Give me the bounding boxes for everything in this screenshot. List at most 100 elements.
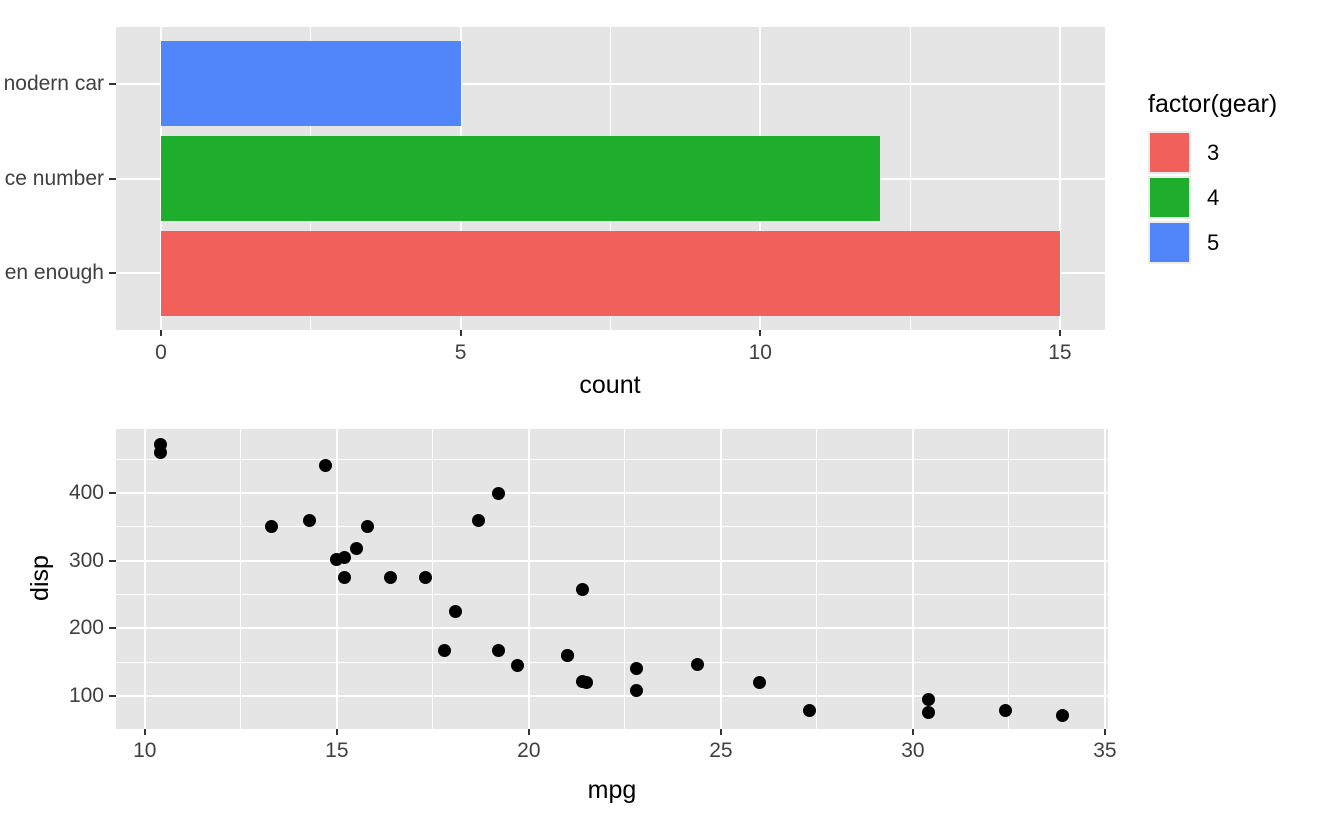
y-tick-mark (109, 694, 116, 697)
gridline-major-vertical (719, 429, 722, 729)
x-tick-mark (143, 729, 146, 735)
data-point (265, 520, 279, 534)
x-tick-label: 20 (517, 739, 541, 762)
data-point (752, 675, 766, 689)
y-tick-mark (109, 272, 116, 275)
data-point (303, 513, 317, 527)
y-category-label: en enough (4, 261, 104, 285)
data-point (998, 703, 1012, 717)
data-point (576, 675, 590, 689)
legend-key-swatch (1148, 176, 1191, 219)
x-tick-label: 25 (709, 739, 733, 762)
legend-item-label: 4 (1207, 184, 1220, 210)
x-tick-mark (719, 729, 722, 735)
y-tick-mark (109, 492, 116, 494)
x-tick-mark (527, 729, 530, 735)
data-point (349, 541, 363, 555)
legend-item-gear-5: 5 (1148, 221, 1277, 264)
data-point (437, 643, 451, 657)
legend-key-swatch (1148, 131, 1191, 174)
scatter-chart-panel (116, 429, 1108, 729)
data-point (472, 513, 486, 527)
gridline-minor-horizontal (116, 593, 1108, 595)
gridline-minor-vertical (1008, 429, 1010, 729)
data-point (802, 703, 816, 717)
x-tick-mark (759, 330, 762, 336)
legend-key-swatch (1148, 221, 1191, 264)
x-tick-label: 15 (325, 739, 349, 762)
scatter-y-axis-title: disp (26, 555, 54, 601)
data-point (560, 648, 574, 662)
data-point (921, 692, 935, 706)
legend-title: factor(gear) (1148, 90, 1278, 118)
gridline-major-vertical (911, 429, 914, 729)
gridline-major-horizontal (116, 492, 1108, 494)
x-tick-mark (459, 330, 462, 336)
data-point (318, 459, 332, 473)
legend-item-label: 3 (1207, 139, 1220, 165)
bar-chart-panel (116, 27, 1105, 330)
y-tick-mark (109, 177, 116, 180)
gridline-minor-vertical (432, 429, 434, 729)
x-tick-mark (160, 330, 162, 336)
data-point (510, 659, 524, 673)
data-point (449, 604, 463, 618)
data-point (153, 445, 167, 459)
gridline-minor-horizontal (116, 661, 1108, 663)
x-tick-mark (911, 729, 914, 735)
y-tick-mark (109, 627, 116, 630)
gridline-major-vertical (1058, 27, 1061, 330)
legend-item-label: 5 (1207, 229, 1220, 255)
x-tick-label: 0 (155, 341, 167, 364)
data-point (576, 582, 590, 596)
gridline-major-horizontal (116, 627, 1108, 630)
legend-item-gear-4: 4 (1148, 176, 1277, 219)
data-point (691, 657, 705, 671)
x-tick-label: 5 (454, 341, 467, 364)
data-point (491, 486, 505, 500)
data-point (1056, 709, 1070, 723)
x-tick-mark (1058, 330, 1061, 336)
data-point (629, 661, 643, 675)
x-tick-label: 10 (748, 341, 772, 364)
bar-en-enough (161, 230, 1060, 316)
gridline-major-vertical (1103, 429, 1106, 729)
bar-x-axis-title: count (579, 371, 641, 399)
y-tick-mark (109, 559, 116, 562)
y-tick-mark (109, 82, 116, 85)
gridline-minor-vertical (816, 429, 818, 729)
gridline-minor-horizontal (116, 526, 1108, 528)
legend-items: 3 4 5 (1148, 131, 1277, 266)
data-point (330, 553, 344, 567)
data-point (338, 570, 351, 584)
bar-ce-number (161, 136, 881, 221)
data-point (361, 519, 375, 533)
gridline-major-horizontal (116, 694, 1108, 697)
gridline-major-vertical (335, 429, 338, 729)
legend-item-gear-3: 3 (1148, 131, 1277, 174)
x-tick-mark (335, 729, 338, 735)
gridline-major-vertical (527, 429, 530, 729)
data-point (491, 643, 505, 657)
y-category-label: nodern car (3, 71, 104, 95)
y-category-label: ce number (4, 166, 104, 190)
legend: factor(gear) 3 4 5 (1148, 90, 1277, 266)
x-tick-label: 10 (133, 739, 157, 762)
data-point (629, 684, 643, 698)
scatter-x-axis-title: mpg (587, 776, 637, 804)
y-tick-label: 200 (68, 616, 104, 640)
gridline-minor-horizontal (116, 458, 1108, 460)
x-tick-label: 30 (901, 739, 925, 762)
y-tick-label: 300 (68, 548, 104, 572)
gridline-major-horizontal (116, 559, 1108, 562)
gridline-minor-vertical (240, 429, 242, 729)
x-tick-label: 35 (1093, 739, 1117, 762)
data-point (418, 570, 432, 584)
gridline-minor-vertical (909, 27, 911, 330)
gridline-major-vertical (143, 429, 146, 729)
bar-nodern-car (161, 41, 461, 127)
x-tick-label: 15 (1048, 341, 1072, 364)
y-tick-label: 400 (68, 481, 104, 504)
data-point (921, 705, 935, 719)
